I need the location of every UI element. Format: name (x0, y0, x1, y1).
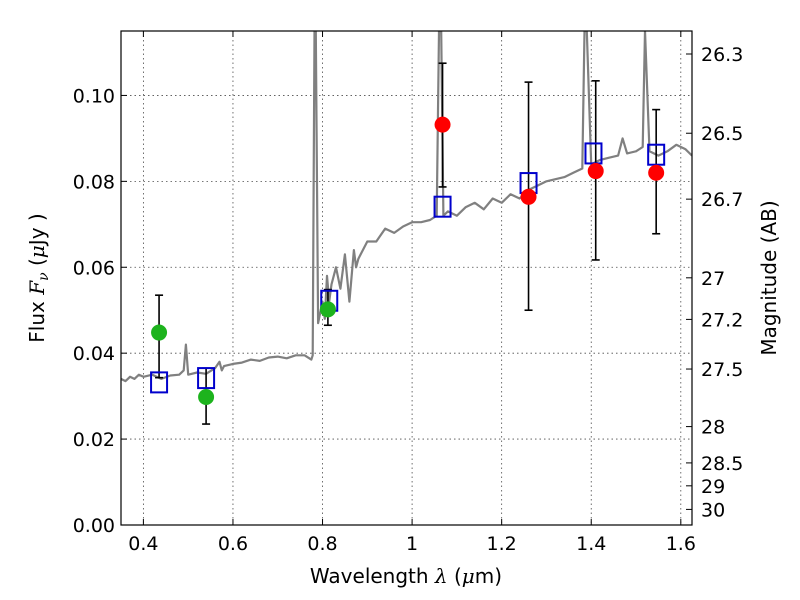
y2-tick-label: 27.5 (701, 359, 743, 381)
y2-axis-title: Magnitude (AB) (757, 200, 781, 355)
y2-tick-label: 28.5 (701, 453, 743, 475)
model-box-point (197, 367, 216, 390)
y-tick-label: 0.00 (73, 515, 115, 537)
red-data-point (434, 116, 451, 133)
model-box-point (433, 195, 452, 218)
plot-frame (120, 30, 693, 526)
y-tick-label: 0.04 (73, 343, 115, 365)
y2-tick-label: 26.3 (701, 44, 743, 66)
spectrum-line (121, 31, 692, 383)
x-tick-label: 1.4 (576, 533, 606, 555)
y2-tick-label: 30 (701, 499, 725, 521)
x-tick-label: 0.8 (307, 533, 337, 555)
grid (121, 31, 692, 526)
y2-tick-label: 29 (701, 476, 725, 498)
y2-tick-label: 27.2 (701, 309, 743, 331)
red-data-point (587, 163, 604, 180)
y-axis-title: Flux Fν (μJy ) (25, 213, 52, 342)
model-box-point (150, 371, 169, 394)
x-axis: 0.4 0.6 0.8 1 1.2 1.4 1.6 (128, 31, 696, 555)
x-tick-label: 0.4 (128, 533, 158, 555)
x-tick-label: 1 (406, 533, 418, 555)
x-tick-label: 0.6 (218, 533, 248, 555)
y-axis: 0.00 0.02 0.04 0.06 0.08 0.10 (73, 85, 127, 537)
red-data-point (520, 188, 537, 205)
y2-tick-label: 28 (701, 417, 725, 439)
green-data-point (198, 388, 215, 405)
y2-tick-label: 27 (701, 268, 725, 290)
green-data-point (319, 301, 336, 318)
x-axis-title: Wavelength λ (μm) (310, 564, 502, 588)
y2-tick-label: 26.7 (701, 189, 743, 211)
green-data-point (151, 324, 168, 341)
x-tick-label: 1.6 (666, 533, 696, 555)
y-tick-label: 0.10 (73, 85, 115, 107)
spectrum-layer (121, 31, 692, 383)
marker-layer (150, 116, 666, 405)
red-data-point (648, 164, 665, 181)
y2-tick-label: 26.5 (701, 123, 743, 145)
model-box-point (647, 143, 666, 166)
x-tick-label: 1.2 (487, 533, 517, 555)
y-tick-label: 0.08 (73, 171, 115, 193)
y-tick-label: 0.02 (73, 429, 115, 451)
y-tick-label: 0.06 (73, 257, 115, 279)
errorbar-layer (155, 62, 661, 425)
